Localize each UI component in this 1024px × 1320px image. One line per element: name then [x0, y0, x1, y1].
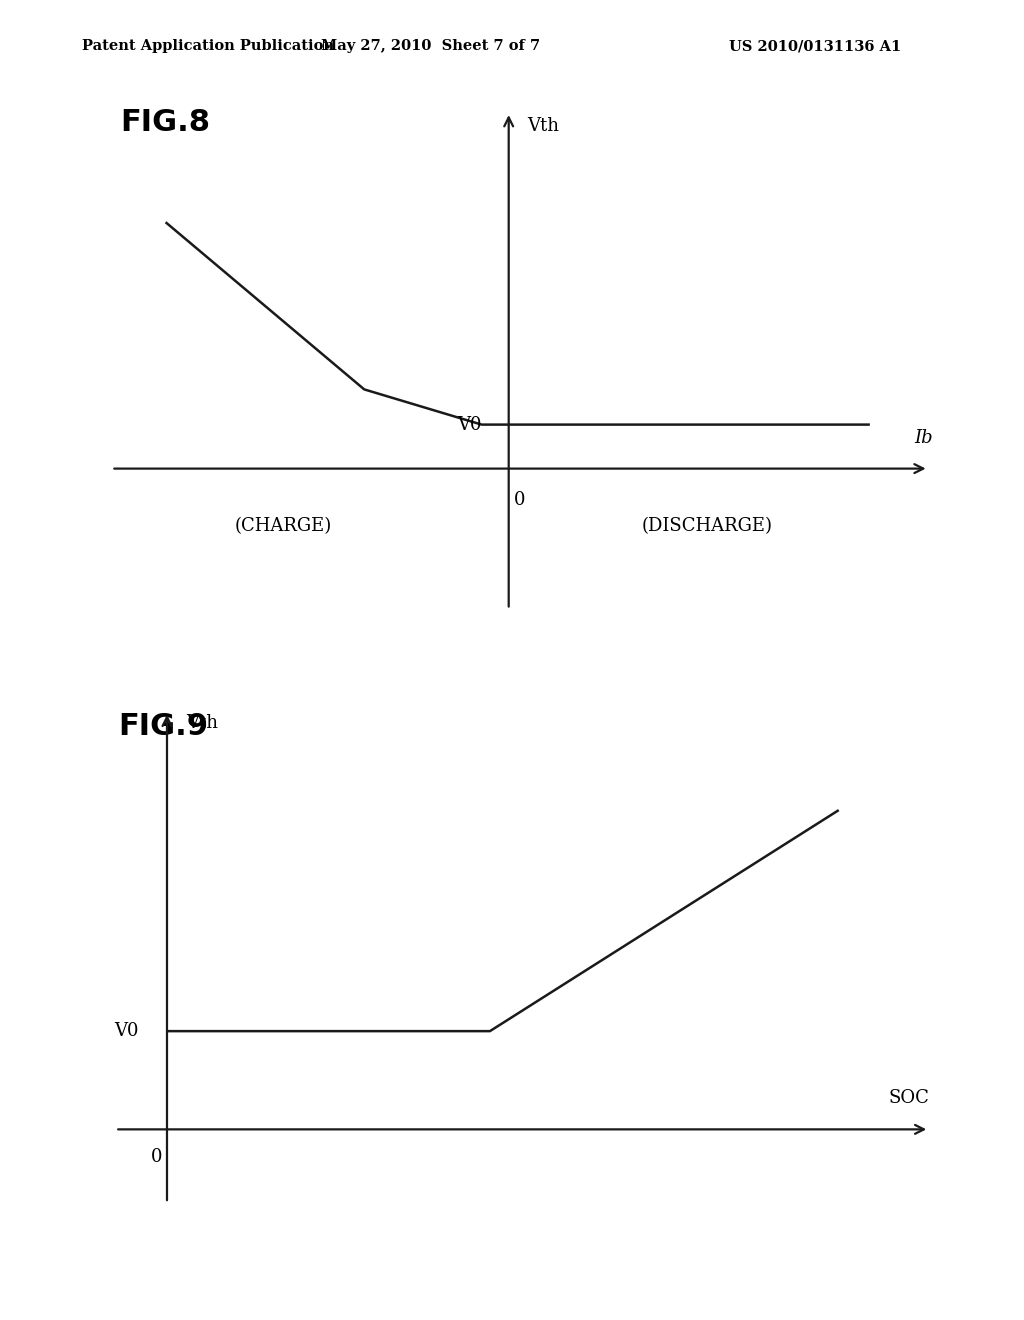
- Text: SOC: SOC: [888, 1089, 929, 1107]
- Text: V0: V0: [457, 416, 481, 433]
- Text: 0: 0: [514, 491, 525, 508]
- Text: US 2010/0131136 A1: US 2010/0131136 A1: [729, 40, 901, 53]
- Text: Ib: Ib: [914, 429, 933, 446]
- Text: May 27, 2010  Sheet 7 of 7: May 27, 2010 Sheet 7 of 7: [321, 40, 540, 53]
- Text: Patent Application Publication: Patent Application Publication: [82, 40, 334, 53]
- Text: (DISCHARGE): (DISCHARGE): [642, 517, 773, 535]
- Text: (CHARGE): (CHARGE): [234, 517, 332, 535]
- Text: Vth: Vth: [526, 116, 559, 135]
- Text: V0: V0: [114, 1022, 138, 1040]
- Text: FIG.9: FIG.9: [118, 711, 208, 741]
- Text: 0: 0: [151, 1148, 163, 1166]
- Text: FIG.8: FIG.8: [121, 108, 211, 137]
- Text: Vth: Vth: [186, 714, 218, 733]
